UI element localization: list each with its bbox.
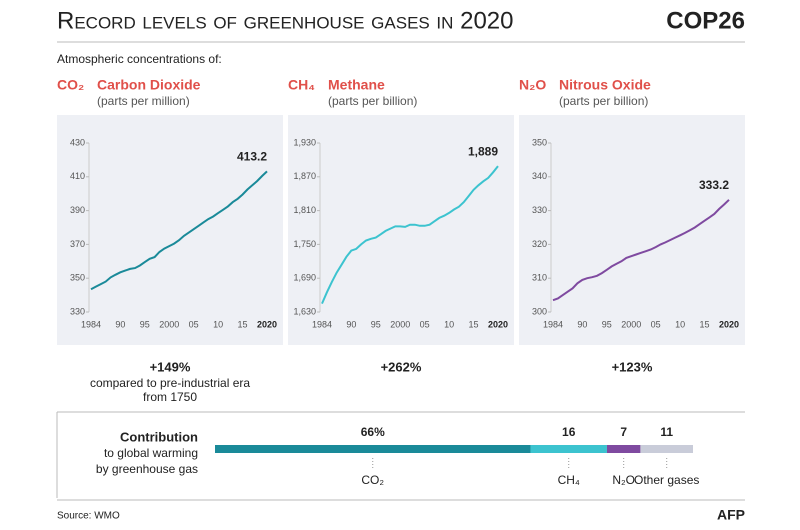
x-tick-label: 2000 (390, 319, 410, 329)
y-tick-label: 320 (532, 239, 547, 249)
y-tick-label: 1,630 (293, 306, 316, 316)
subtitle: Atmospheric concentrations of: (57, 52, 222, 66)
bar-segment (215, 445, 531, 453)
unit: (parts per million) (97, 94, 190, 108)
y-tick-label: 310 (532, 273, 547, 283)
change-note: compared to pre-industrial era (90, 376, 250, 390)
bar-segment (640, 445, 693, 453)
agency: AFP (717, 507, 745, 523)
change: +149% (150, 359, 191, 374)
x-tick-label: 2020 (488, 319, 508, 329)
line (90, 170, 268, 291)
x-tick-label: 05 (189, 319, 199, 329)
source: Source: WMO (57, 511, 120, 522)
x-tick-label: 1984 (543, 319, 563, 329)
change: +262% (381, 359, 422, 374)
legend-label: CO₂ (361, 473, 384, 487)
end-label: 413.2 (237, 150, 267, 164)
x-tick-label: 2020 (719, 319, 739, 329)
y-tick-label: 1,750 (293, 239, 316, 249)
y-tick-label: 340 (532, 171, 547, 181)
x-tick-label: 95 (371, 319, 381, 329)
x-tick-label: 2000 (621, 319, 641, 329)
x-tick-label: 05 (420, 319, 430, 329)
gas-name: Nitrous Oxide (559, 77, 651, 93)
y-tick-label: 1,870 (293, 171, 316, 181)
x-tick-label: 1984 (81, 319, 101, 329)
x-tick-label: 05 (651, 319, 661, 329)
y-tick-label: 350 (70, 273, 85, 283)
panel (519, 115, 745, 345)
x-tick-label: 10 (675, 319, 685, 329)
x-tick-label: 1984 (312, 319, 332, 329)
gas-name: Carbon Dioxide (97, 77, 201, 93)
x-tick-label: 90 (577, 319, 587, 329)
legend-label: Other gases (634, 473, 699, 487)
line (321, 165, 499, 304)
x-tick-label: 10 (213, 319, 223, 329)
formula: N₂O (519, 77, 546, 93)
end-label: 1,889 (468, 144, 498, 158)
end-label: 333.2 (699, 178, 729, 192)
bar-title: Contribution (120, 429, 198, 444)
change: +123% (612, 359, 653, 374)
gas-name: Methane (328, 77, 385, 93)
x-tick-label: 15 (700, 319, 710, 329)
segment-label: 66% (361, 425, 385, 439)
segment-label: 11 (660, 425, 673, 439)
y-tick-label: 1,810 (293, 205, 316, 215)
y-tick-label: 390 (70, 205, 85, 215)
formula: CH₄ (288, 77, 315, 93)
y-tick-label: 300 (532, 306, 547, 316)
legend-label: CH₄ (558, 473, 580, 487)
x-tick-label: 15 (238, 319, 248, 329)
x-tick-label: 95 (140, 319, 150, 329)
change-note: from 1750 (143, 390, 197, 404)
unit: (parts per billion) (559, 94, 648, 108)
x-tick-label: 90 (115, 319, 125, 329)
segment-label: 7 (620, 425, 627, 439)
y-tick-label: 410 (70, 171, 85, 181)
y-tick-label: 330 (532, 205, 547, 215)
x-tick-label: 15 (469, 319, 479, 329)
bar-segment (606, 445, 641, 453)
y-tick-label: 350 (532, 137, 547, 147)
panel (288, 115, 514, 345)
x-tick-label: 2000 (159, 319, 179, 329)
title: Record levels of greenhouse gases in 202… (57, 7, 513, 34)
y-tick-label: 1,930 (293, 137, 316, 147)
formula: CO₂ (57, 77, 84, 93)
bar-subtitle: by greenhouse gas (96, 462, 198, 476)
x-tick-label: 10 (444, 319, 454, 329)
line (552, 199, 730, 302)
bar-segment (530, 445, 607, 453)
y-tick-label: 330 (70, 306, 85, 316)
panel (57, 115, 283, 345)
segment-label: 16 (562, 425, 576, 439)
legend-label: N₂O (612, 473, 635, 487)
x-tick-label: 90 (346, 319, 356, 329)
unit: (parts per billion) (328, 94, 417, 108)
x-tick-label: 2020 (257, 319, 277, 329)
logo: COP26 (666, 7, 745, 34)
y-tick-label: 430 (70, 137, 85, 147)
bar-subtitle: to global warming (104, 446, 198, 460)
x-tick-label: 95 (602, 319, 612, 329)
y-tick-label: 1,690 (293, 273, 316, 283)
y-tick-label: 370 (70, 239, 85, 249)
